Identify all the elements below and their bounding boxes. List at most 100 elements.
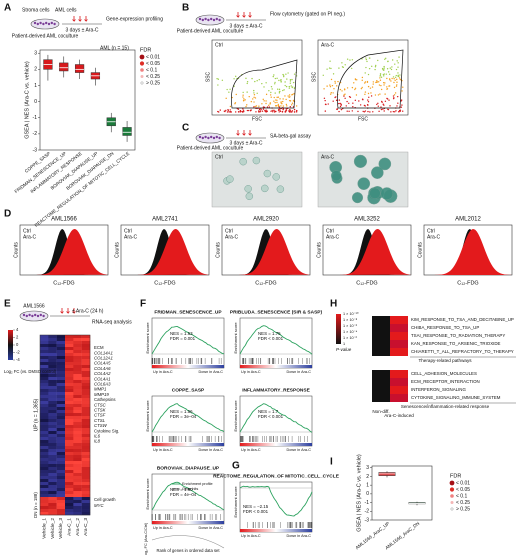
heat-cell bbox=[65, 419, 74, 423]
plot-frame bbox=[371, 465, 433, 521]
event bbox=[284, 81, 286, 83]
label: C₁₂-FDG bbox=[53, 280, 74, 286]
heat-cell bbox=[48, 473, 57, 477]
heat-cell bbox=[65, 461, 74, 465]
event bbox=[348, 102, 350, 105]
panel-letter: G bbox=[232, 461, 240, 472]
label: CTSC bbox=[94, 402, 107, 407]
label: Enrichment score bbox=[233, 486, 238, 518]
label: Down in Ara-C bbox=[287, 370, 312, 374]
heat-cell bbox=[40, 431, 49, 435]
heat-cell bbox=[390, 394, 408, 402]
heat-cell bbox=[73, 434, 82, 438]
event bbox=[383, 75, 385, 77]
y-axis-label: GSEA | NES (Ara-C vs. vehicle) bbox=[356, 454, 362, 532]
heat-cell bbox=[65, 335, 74, 339]
event bbox=[377, 59, 379, 62]
event bbox=[398, 110, 400, 113]
event bbox=[281, 110, 284, 113]
heat-cell bbox=[40, 377, 49, 381]
event bbox=[271, 88, 273, 90]
heat-cell bbox=[56, 500, 66, 504]
label: Ara-C bbox=[124, 234, 137, 240]
heat-cell bbox=[81, 356, 91, 360]
label: Counts bbox=[417, 242, 423, 258]
event bbox=[279, 110, 282, 113]
heat-cell bbox=[40, 443, 49, 447]
heat-cell bbox=[56, 467, 66, 471]
cell bbox=[198, 17, 202, 21]
heat-cell bbox=[81, 392, 91, 396]
heat-cell bbox=[73, 401, 82, 405]
event bbox=[285, 108, 287, 110]
heat-cell bbox=[48, 416, 57, 420]
event bbox=[387, 71, 390, 73]
event bbox=[293, 93, 295, 95]
event bbox=[375, 81, 377, 84]
heat-cell bbox=[73, 404, 82, 408]
label: AML (n = 15) bbox=[100, 45, 129, 51]
heat-cell bbox=[40, 362, 49, 366]
event bbox=[392, 76, 395, 78]
event bbox=[227, 109, 230, 112]
label: Vehicle_1 bbox=[41, 518, 47, 539]
event bbox=[283, 89, 285, 91]
heat-cell bbox=[390, 316, 408, 324]
event bbox=[382, 69, 385, 71]
event bbox=[401, 90, 403, 92]
label: Counts bbox=[316, 242, 322, 258]
event bbox=[370, 95, 373, 97]
y-tick-label: 0 bbox=[34, 99, 37, 105]
event bbox=[367, 100, 370, 103]
rank-bar bbox=[240, 529, 312, 532]
event bbox=[353, 82, 355, 84]
event bbox=[246, 91, 248, 93]
heat-cell bbox=[48, 443, 57, 447]
event bbox=[278, 91, 281, 93]
heat-cell bbox=[48, 407, 57, 411]
label: ECM bbox=[94, 345, 104, 350]
event bbox=[254, 80, 256, 83]
heat-cell bbox=[65, 464, 74, 468]
heat-cell bbox=[48, 344, 57, 348]
heat-cell bbox=[56, 404, 66, 408]
heat-cell bbox=[73, 389, 82, 393]
heat-cell bbox=[73, 365, 82, 369]
event bbox=[272, 75, 274, 78]
event bbox=[383, 104, 385, 106]
event bbox=[265, 109, 267, 111]
heat-cell bbox=[40, 434, 49, 438]
heat-cell bbox=[48, 512, 57, 516]
event bbox=[282, 100, 284, 103]
event bbox=[401, 104, 403, 106]
heat-cell bbox=[81, 443, 91, 447]
event bbox=[262, 106, 265, 108]
event bbox=[258, 110, 260, 113]
heat-cell bbox=[65, 416, 74, 420]
event bbox=[399, 110, 401, 112]
label: Up in Ara-C bbox=[153, 370, 173, 374]
event bbox=[267, 104, 270, 107]
event bbox=[242, 109, 245, 111]
heat-cell bbox=[56, 377, 66, 381]
event bbox=[252, 98, 254, 100]
event bbox=[377, 105, 379, 107]
label: AML1566 bbox=[51, 217, 77, 223]
event bbox=[381, 100, 383, 103]
event bbox=[400, 99, 403, 101]
event bbox=[371, 86, 374, 88]
panel-letter: H bbox=[330, 299, 337, 310]
heat-cell bbox=[81, 464, 91, 468]
label: Enrichment score bbox=[145, 478, 150, 510]
heat-cell bbox=[81, 374, 91, 378]
event bbox=[290, 104, 293, 106]
event bbox=[274, 101, 276, 104]
heat-cell bbox=[81, 416, 91, 420]
heat-cell bbox=[48, 482, 57, 486]
heat-cell bbox=[73, 479, 82, 483]
heat-cell bbox=[73, 380, 82, 384]
heat-cell bbox=[390, 378, 408, 386]
cell bbox=[245, 192, 254, 201]
heat-cell bbox=[65, 434, 74, 438]
heat-cell bbox=[40, 407, 49, 411]
